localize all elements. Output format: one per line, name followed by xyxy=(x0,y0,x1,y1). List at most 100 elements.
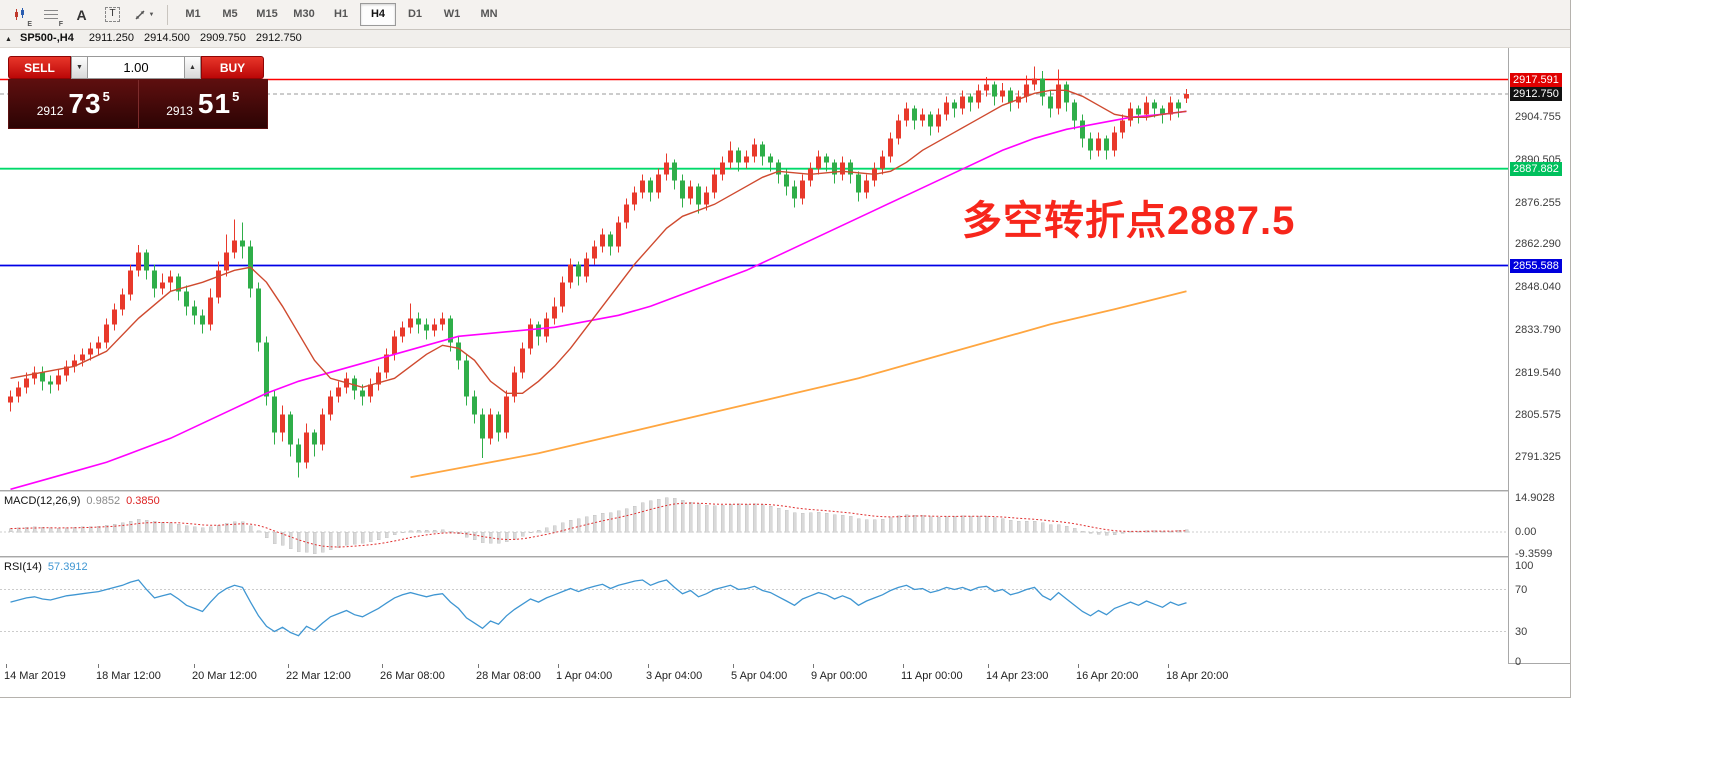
time-axis-label: 3 Apr 04:00 xyxy=(646,670,703,682)
pane-splitter[interactable] xyxy=(0,556,1570,558)
chart-objects-icon[interactable]: E xyxy=(5,2,34,28)
time-axis-tick xyxy=(98,664,99,668)
rsi-value: 57.3912 xyxy=(47,561,88,573)
price-tick-label: 2791.325 xyxy=(1515,451,1561,464)
timeframe-button-m15[interactable]: M15 xyxy=(256,8,278,20)
resistance-price-label: 2917.591 xyxy=(1510,72,1562,87)
sell-button[interactable]: SELL xyxy=(8,56,71,79)
price-tick-label: 2876.255 xyxy=(1515,196,1561,209)
one-click-trade-panel: SELL ▼ ▲ BUY 2912 73 5 2913 51 5 xyxy=(8,56,268,129)
buy-button[interactable]: BUY xyxy=(201,56,264,79)
macd-histogram xyxy=(8,497,1189,554)
sell-price-main: 2912 xyxy=(36,104,64,118)
timeframe-button-h4[interactable]: H4 xyxy=(360,3,396,26)
timeframe-button-m5[interactable]: M5 xyxy=(222,8,238,20)
pane-splitter[interactable] xyxy=(0,490,1570,492)
ohlc-high: 2914.500 xyxy=(144,32,190,44)
time-axis-tick xyxy=(288,664,289,668)
price-tick-label: 2805.575 xyxy=(1515,408,1561,421)
ohlc-low: 2909.750 xyxy=(199,32,246,44)
time-axis-tick xyxy=(1078,664,1079,668)
timeframe-button-h1[interactable]: H1 xyxy=(333,8,349,20)
toolbar: E F A T ▼ M1 M5 M15 M30 H1 H4 D1 W1 MN xyxy=(0,0,1570,30)
rsi-indicator-label: RSI(14) 57.3912 xyxy=(4,561,88,573)
macd-scale-label: 14.9028 xyxy=(1515,491,1555,504)
subscript-e: E xyxy=(27,20,32,28)
price-tick-label: 2819.540 xyxy=(1515,366,1561,379)
ma-fast-line xyxy=(10,89,1187,394)
time-axis-tick xyxy=(1168,664,1169,668)
support-price-label: 2855.588 xyxy=(1510,258,1562,273)
symbol-label: SP500-,H4 xyxy=(20,32,74,44)
volume-decrement-button[interactable]: ▼ xyxy=(71,56,88,79)
time-axis-label: 20 Mar 12:00 xyxy=(192,670,257,682)
macd-scale-label: 0.00 xyxy=(1515,526,1537,538)
sell-price-big: 73 xyxy=(68,88,102,119)
text-tool-button[interactable]: A xyxy=(67,2,96,28)
current-price-label: 2912.750 xyxy=(1510,87,1562,102)
buy-price-sup: 5 xyxy=(232,88,240,104)
rsi-scale-label: 0 xyxy=(1515,656,1522,668)
subscript-f: F xyxy=(58,20,63,28)
time-axis-tick xyxy=(648,664,649,668)
volume-input[interactable] xyxy=(88,56,184,79)
time-axis-tick xyxy=(733,664,734,668)
timeframe-group: M1 M5 M15 M30 H1 H4 D1 W1 MN xyxy=(175,3,508,26)
time-axis-tick xyxy=(988,664,989,668)
ohlc-close: 2912.750 xyxy=(255,32,302,44)
time-axis-tick xyxy=(382,664,383,668)
price-tick-label: 2862.290 xyxy=(1515,238,1561,251)
time-axis-tick xyxy=(6,664,7,668)
timeframe-button-m1[interactable]: M1 xyxy=(185,8,201,20)
volume-increment-button[interactable]: ▲ xyxy=(184,56,201,79)
time-axis-tick xyxy=(194,664,195,668)
time-axis-label: 28 Mar 08:00 xyxy=(476,670,541,682)
price-axis[interactable]: 2904.755 2890.505 2876.255 2862.290 2848.040… xyxy=(1508,48,1570,668)
time-axis-tick xyxy=(813,664,814,668)
dropdown-caret-icon: ▼ xyxy=(148,11,155,18)
grid-glyph xyxy=(43,9,58,19)
buy-price-main: 2913 xyxy=(166,104,193,118)
time-axis[interactable]: 14 Mar 2019 18 Mar 12:00 20 Mar 12:00 22 Ma… xyxy=(0,663,1508,696)
timeframe-button-m30[interactable]: M30 xyxy=(293,8,315,20)
toolbar-separator xyxy=(167,4,168,25)
collapse-triangle-icon[interactable]: ▲ xyxy=(5,36,12,43)
grid-levels-icon[interactable]: F xyxy=(36,2,65,28)
macd-scale-label: -9.3599 xyxy=(1515,547,1553,560)
rsi-scale-label: 100 xyxy=(1515,560,1534,572)
sell-price-sup: 5 xyxy=(102,88,110,104)
time-axis-label: 18 Mar 12:00 xyxy=(96,670,161,682)
time-axis-label: 14 Apr 23:00 xyxy=(986,670,1049,682)
buy-quote: 2913 51 5 xyxy=(139,80,268,128)
ma-mid-line xyxy=(10,110,1187,490)
time-axis-label: 26 Mar 08:00 xyxy=(380,670,445,682)
macd-signal-value: 0.3850 xyxy=(126,495,160,507)
macd-signal-line xyxy=(10,502,1187,548)
time-axis-label: 11 Apr 00:00 xyxy=(901,670,963,682)
time-axis-label: 16 Apr 20:00 xyxy=(1076,670,1139,682)
label-tool-glyph: T xyxy=(105,7,120,22)
macd-indicator-label: MACD(12,26,9) 0.9852 0.3850 xyxy=(4,495,160,507)
time-axis-label: 22 Mar 12:00 xyxy=(286,670,351,682)
chart-title-bar: ▲ SP500-,H4 2911.250 2914.500 2909.750 2… xyxy=(0,30,1570,48)
time-axis-label: 5 Apr 04:00 xyxy=(731,670,788,682)
price-tick-label: 2904.755 xyxy=(1515,111,1561,124)
macd-pane[interactable] xyxy=(0,492,1508,556)
timeframe-button-w1[interactable]: W1 xyxy=(443,8,461,20)
arrows-tool-button[interactable]: ▼ xyxy=(129,2,158,28)
timeframe-button-mn[interactable]: MN xyxy=(480,8,498,20)
pivot-price-label: 2887.882 xyxy=(1510,161,1562,176)
rsi-pane[interactable] xyxy=(0,558,1508,663)
mt4-window: E F A T ▼ M1 M5 M15 M30 H1 H4 D1 W1 MN xyxy=(0,0,1571,698)
price-tick-label: 2848.040 xyxy=(1515,281,1561,294)
buy-price-big: 51 xyxy=(197,88,232,119)
time-axis-tick xyxy=(903,664,904,668)
rsi-scale-label: 30 xyxy=(1515,625,1528,638)
label-tool-button[interactable]: T xyxy=(98,2,127,28)
price-tick-label: 2833.790 xyxy=(1515,323,1561,336)
text-tool-label: A xyxy=(76,6,87,23)
candlestick-series xyxy=(8,66,1189,478)
rsi-scale-label: 70 xyxy=(1515,583,1528,596)
macd-name: MACD(12,26,9) xyxy=(4,495,81,507)
timeframe-button-d1[interactable]: D1 xyxy=(407,8,423,20)
